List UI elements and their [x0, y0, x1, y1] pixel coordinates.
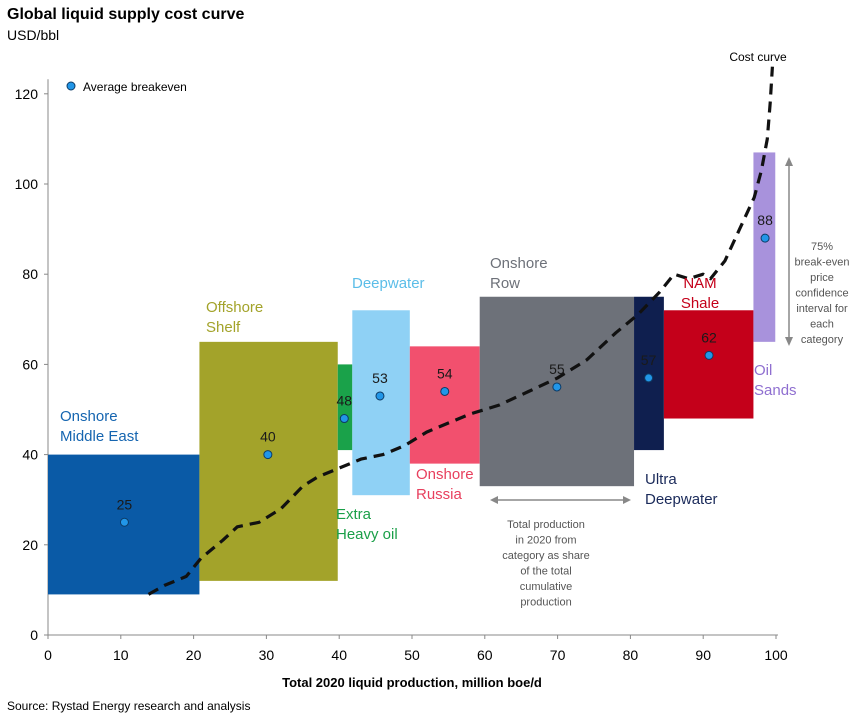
breakeven-point — [440, 386, 450, 396]
chart-title: Global liquid supply cost curve — [7, 6, 245, 23]
breakeven-point — [552, 382, 562, 392]
x-tick-label: 100 — [764, 647, 788, 663]
category-label: Russia — [416, 486, 463, 503]
production-note-line: Total production — [507, 519, 585, 531]
y-tick-label: 20 — [22, 537, 38, 553]
bar-onshore-row — [479, 296, 635, 487]
x-tick-label: 70 — [550, 647, 566, 663]
x-tick-label: 10 — [113, 647, 129, 663]
category-label: Sands — [754, 382, 797, 399]
production-note-line: in 2020 from — [515, 535, 576, 547]
confidence-note-line: confidence — [795, 288, 848, 300]
category-label: Extra — [336, 506, 372, 523]
labels: Onshore Middle East Offshore Shelf Extra Heav… — [60, 255, 797, 543]
category-label: Offshore — [206, 299, 263, 316]
bars — [48, 152, 776, 595]
breakeven-point — [339, 414, 349, 424]
y-tick-label: 100 — [15, 176, 39, 192]
source-note: Source: Rystad Energy research and analy… — [7, 699, 251, 713]
breakeven-value-label: 57 — [641, 352, 657, 368]
category-label: Shale — [681, 295, 719, 312]
category-label: Onshore — [416, 466, 474, 483]
category-label: Onshore — [490, 255, 548, 272]
chart-subtitle: USD/bbl — [7, 27, 60, 43]
y-tick-label: 60 — [22, 356, 38, 372]
breakeven-value-label: 25 — [117, 496, 133, 512]
confidence-note-line: category — [801, 334, 844, 346]
production-arrowhead-right — [623, 496, 631, 504]
cost-curve-chart: 0 20 40 60 80 100 120 0 10 20 30 40 50 60 70 80 90 100 Tot… — [15, 50, 850, 690]
category-label: Row — [490, 275, 520, 292]
category-label: Middle East — [60, 428, 139, 445]
confidence-note-line: interval for — [796, 303, 848, 315]
confidence-note-line: 75% — [811, 241, 833, 253]
x-tick-label: 90 — [695, 647, 711, 663]
breakeven-point — [375, 391, 385, 401]
category-label: Deepwater — [645, 491, 718, 508]
confidence-note-line: break-even — [794, 257, 849, 269]
production-note-line: of the total — [520, 566, 571, 578]
legend-label: Average breakeven — [83, 80, 187, 94]
annotations: Average breakeven Total production in 2020… — [66, 80, 850, 609]
bar-onshore-russia — [409, 346, 480, 464]
breakeven-value-label: 88 — [757, 212, 773, 228]
production-note-line: category as share — [502, 550, 589, 562]
breakeven-points: 25 40 48 53 54 55 57 62 88 — [117, 212, 773, 527]
x-tick-label: 60 — [477, 647, 493, 663]
category-label: Deepwater — [352, 275, 425, 292]
production-note-line: cumulative — [520, 581, 573, 593]
breakeven-value-label: 55 — [549, 361, 565, 377]
bar-ultra-deepwater — [634, 296, 664, 451]
confidence-arrowhead-top — [785, 157, 793, 166]
breakeven-point — [119, 517, 129, 527]
breakeven-value-label: 53 — [372, 370, 388, 386]
breakeven-point — [644, 373, 654, 383]
category-label: Oil — [754, 362, 772, 379]
y-tick-label: 40 — [22, 447, 38, 463]
axes: 0 20 40 60 80 100 120 0 10 20 30 40 50 60 70 80 90 100 Tot… — [15, 79, 788, 690]
breakeven-value-label: 48 — [337, 393, 353, 409]
confidence-note-line: each — [810, 319, 834, 331]
breakeven-point — [760, 233, 770, 243]
category-label: Onshore — [60, 408, 118, 425]
breakeven-value-label: 62 — [701, 329, 717, 345]
category-label: Ultra — [645, 471, 677, 488]
production-note-line: production — [520, 597, 571, 609]
confidence-note-line: price — [810, 272, 834, 284]
x-tick-label: 50 — [404, 647, 420, 663]
x-axis-title: Total 2020 liquid production, million bo… — [282, 675, 542, 690]
x-tick-label: 0 — [44, 647, 52, 663]
y-tick-label: 80 — [22, 266, 38, 282]
bar-extra-heavy-oil — [337, 364, 353, 451]
breakeven-point — [704, 350, 714, 360]
legend-marker — [66, 81, 76, 91]
breakeven-value-label: 40 — [260, 429, 276, 445]
category-label: NAM — [683, 275, 716, 292]
cost-curve-line — [147, 66, 774, 596]
x-tick-label: 40 — [331, 647, 347, 663]
cost-curve-label: Cost curve — [729, 50, 787, 64]
bar-offshore-shelf — [199, 341, 338, 581]
x-tick-label: 20 — [186, 647, 202, 663]
bar-deepwater — [352, 310, 410, 496]
x-tick-label: 80 — [623, 647, 639, 663]
x-tick-label: 30 — [259, 647, 275, 663]
cost-curve-layer: Cost curve — [147, 50, 787, 596]
y-tick-label: 0 — [30, 627, 38, 643]
category-label: Heavy oil — [336, 526, 398, 543]
production-arrowhead-left — [490, 496, 498, 504]
bar-oil-sands — [753, 152, 776, 342]
bar-nam-shale — [663, 310, 754, 419]
y-tick-label: 120 — [15, 86, 39, 102]
confidence-arrowhead-bottom — [785, 337, 793, 346]
category-label: Shelf — [206, 319, 241, 336]
breakeven-value-label: 54 — [437, 365, 453, 381]
breakeven-point — [263, 450, 273, 460]
